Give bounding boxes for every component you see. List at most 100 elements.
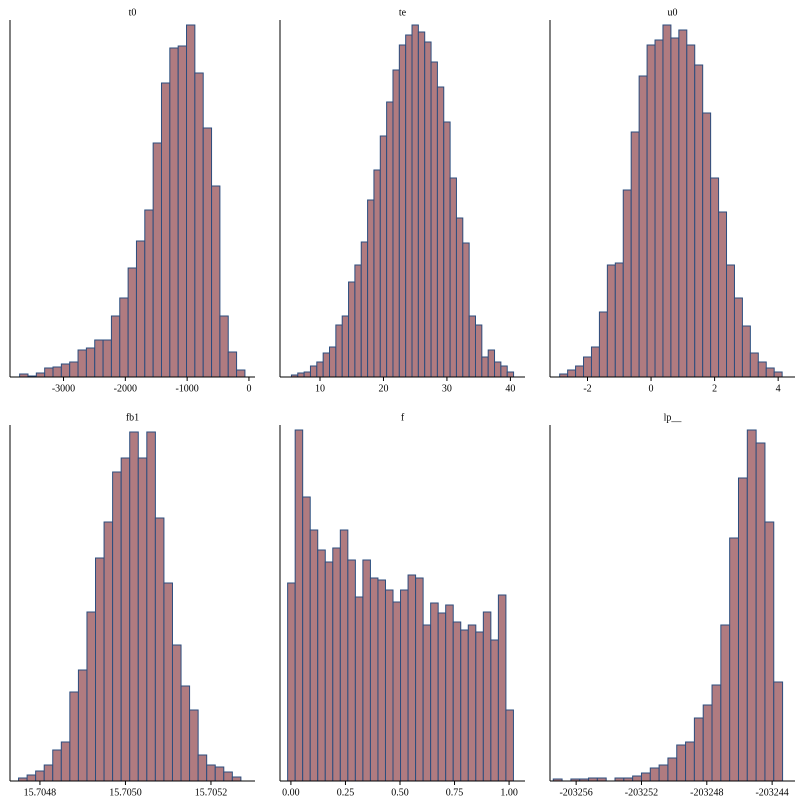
x-tick-label: -1000 [175, 383, 198, 394]
bar [737, 477, 748, 782]
bar [211, 185, 221, 378]
bar [678, 29, 688, 378]
bar [360, 241, 369, 378]
bar [749, 352, 759, 378]
bar [475, 631, 484, 782]
bar [755, 442, 766, 782]
x-tick-label: 10 [315, 383, 325, 394]
bar [169, 47, 179, 378]
bar [309, 365, 318, 378]
bar [658, 764, 669, 782]
bar [347, 559, 356, 782]
bar [422, 624, 432, 782]
bar [685, 741, 695, 782]
bar [667, 757, 678, 782]
bar [120, 457, 131, 782]
bar [171, 644, 182, 782]
bar [43, 764, 54, 782]
bar [415, 577, 424, 782]
bar [443, 121, 451, 378]
x-tick-label: 0.75 [446, 787, 464, 798]
bar [26, 774, 37, 782]
bar [506, 371, 515, 378]
bar [598, 311, 608, 378]
bar [362, 559, 371, 782]
bar [35, 770, 45, 782]
x-tick-label: 0.50 [391, 787, 409, 798]
bar [417, 31, 426, 378]
bar [733, 297, 743, 378]
bar [110, 315, 121, 378]
bar [686, 44, 696, 378]
bar [146, 431, 156, 782]
bar [392, 69, 400, 378]
x-tick-label: -203244 [755, 787, 788, 798]
panel: u0 -2 0 2 4 [549, 7, 795, 394]
bar [367, 199, 375, 378]
bar [764, 521, 775, 782]
bar [44, 367, 54, 378]
bar [379, 135, 388, 378]
bar [137, 457, 148, 782]
bar [497, 594, 507, 782]
x-tick-label: -203256 [559, 787, 592, 798]
x-tick-label: 15.7050 [109, 787, 142, 798]
bar [505, 709, 514, 782]
bar [437, 612, 447, 782]
bar [329, 346, 337, 378]
bar [317, 549, 326, 782]
bar [702, 112, 712, 378]
bar [341, 315, 350, 378]
bar [354, 264, 362, 378]
bar [567, 369, 577, 378]
bar [197, 754, 208, 782]
bar [287, 582, 296, 782]
bar [206, 764, 216, 782]
bar [711, 684, 722, 782]
bar [322, 352, 331, 378]
panel-title: t0 [129, 7, 137, 18]
bar [135, 240, 146, 378]
bar [324, 561, 334, 782]
x-tick-label: 30 [442, 383, 452, 394]
bar [424, 41, 432, 378]
bar [335, 324, 343, 378]
bar [757, 361, 767, 378]
bar [452, 621, 462, 782]
bar [127, 267, 137, 378]
x-tick-label: 0 [649, 383, 654, 394]
bar [219, 315, 229, 378]
bar [720, 624, 731, 782]
panel-title: f [401, 412, 405, 423]
bar [112, 471, 122, 782]
bar [85, 347, 96, 378]
bar [52, 366, 62, 378]
bar [129, 431, 139, 782]
bar [468, 315, 476, 378]
bar [102, 339, 112, 378]
bar [430, 602, 439, 782]
bar [676, 744, 687, 782]
x-tick-label: 15.7048 [24, 787, 57, 798]
bar [309, 529, 319, 782]
bar [670, 37, 680, 378]
bar [436, 86, 445, 378]
bar [590, 346, 600, 378]
panel: te 10 20 30 40 [279, 7, 525, 394]
panel: lp__ -203256 -203252 -203248 -203244 [549, 412, 795, 798]
panel: f 0.00 0.25 0.50 0.75 1.00 [279, 412, 525, 798]
bar [119, 297, 129, 378]
bar [377, 579, 386, 782]
bar [152, 142, 162, 378]
bar [746, 429, 757, 782]
bar [52, 749, 62, 782]
bar [474, 324, 483, 378]
panel-title: u0 [668, 7, 678, 18]
x-tick-label: -2000 [114, 383, 137, 394]
bar [622, 189, 632, 378]
x-tick-label: -3000 [52, 383, 75, 394]
x-tick-label: 0.25 [337, 787, 355, 798]
bar [236, 369, 246, 378]
bar [214, 766, 225, 782]
